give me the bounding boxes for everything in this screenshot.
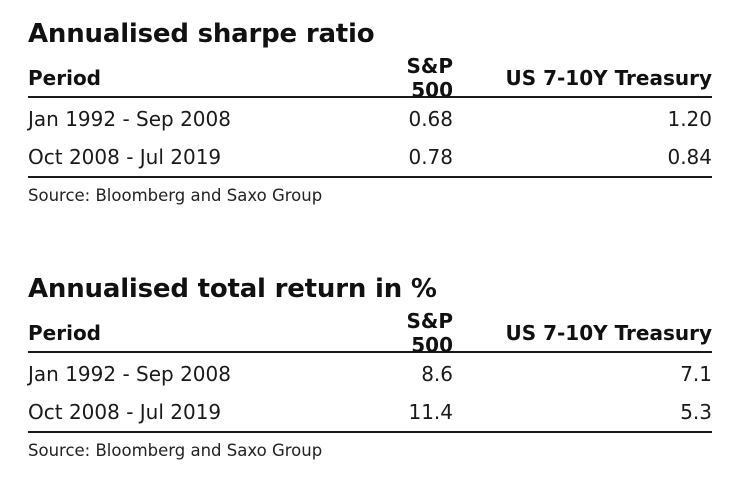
table-row: Jan 1992 - Sep 2008 8.6 7.1: [28, 355, 712, 393]
table-title: Annualised total return in %: [28, 274, 437, 304]
sp500-cell: 11.4: [408, 400, 453, 424]
treasury-cell: 0.84: [667, 145, 712, 169]
period-cell: Oct 2008 - Jul 2019: [28, 145, 222, 169]
column-header-period: Period: [28, 321, 101, 345]
table-header-row: Period S&P 500 US 7-10Y Treasury: [28, 309, 712, 357]
total-return-table: Annualised total return in % Period S&P …: [28, 269, 712, 467]
sharpe-ratio-table: Annualised sharpe ratio Period S&P 500 U…: [28, 14, 712, 212]
source-note: Source: Bloomberg and Saxo Group: [28, 441, 323, 460]
sp500-cell: 0.68: [408, 107, 453, 131]
period-cell: Jan 1992 - Sep 2008: [28, 107, 231, 131]
table-title: Annualised sharpe ratio: [28, 19, 375, 49]
treasury-cell: 7.1: [680, 362, 712, 386]
treasury-cell: 5.3: [680, 400, 712, 424]
column-header-sp500: S&P 500: [406, 54, 453, 102]
treasury-cell: 1.20: [667, 107, 712, 131]
sp500-cell: 8.6: [421, 362, 453, 386]
column-header-treasury: US 7-10Y Treasury: [505, 66, 712, 90]
table-header-row: Period S&P 500 US 7-10Y Treasury: [28, 54, 712, 102]
column-header-treasury: US 7-10Y Treasury: [505, 321, 712, 345]
source-note: Source: Bloomberg and Saxo Group: [28, 186, 323, 205]
table-row: Oct 2008 - Jul 2019 0.78 0.84: [28, 138, 712, 178]
table-row: Oct 2008 - Jul 2019 11.4 5.3: [28, 393, 712, 433]
sp500-cell: 0.78: [408, 145, 453, 169]
column-header-sp500: S&P 500: [406, 309, 453, 357]
column-header-period: Period: [28, 66, 101, 90]
period-cell: Oct 2008 - Jul 2019: [28, 400, 222, 424]
period-cell: Jan 1992 - Sep 2008: [28, 362, 231, 386]
table-row: Jan 1992 - Sep 2008 0.68 1.20: [28, 100, 712, 138]
